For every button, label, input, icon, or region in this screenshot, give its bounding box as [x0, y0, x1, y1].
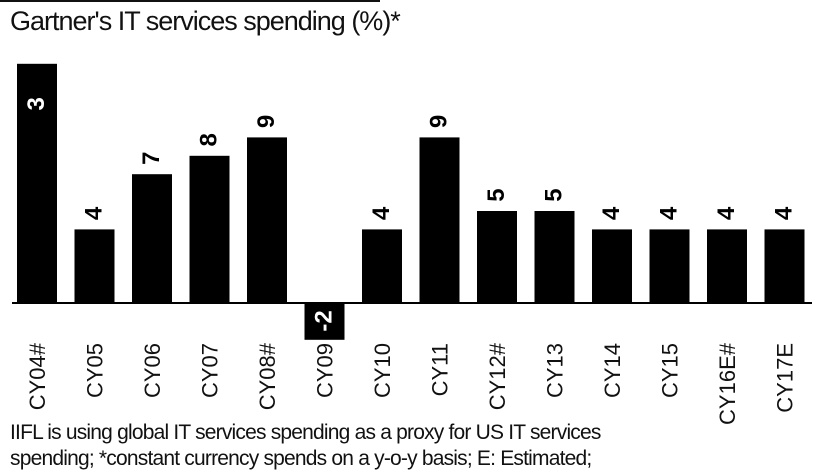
x-tick-label: CY16E# [715, 342, 740, 425]
data-label: 9 [253, 115, 280, 128]
bar-CY14 [592, 229, 632, 303]
bar-CY09 [304, 303, 345, 340]
data-label: 5 [541, 188, 568, 201]
footnote: IIFL is using global IT services spendin… [10, 420, 601, 472]
x-tick-label: CY11 [428, 343, 453, 396]
x-tick-label: CY04# [25, 342, 50, 410]
bar-CY11 [419, 137, 460, 303]
bar-CY17E [764, 229, 805, 303]
bar-CY12# [477, 211, 517, 303]
bar-CY13 [534, 211, 575, 303]
bar-CY06 [132, 174, 172, 303]
x-tick-label: CY13 [543, 343, 568, 398]
data-label: 5 [483, 188, 510, 201]
x-tick-label: CY07 [198, 343, 223, 398]
bar-CY07 [189, 155, 230, 303]
data-label: 4 [656, 206, 683, 220]
x-tick-label: CY10 [370, 343, 395, 398]
data-label: 8 [196, 133, 223, 146]
bar-CY10 [362, 229, 402, 303]
bar-CY15 [649, 229, 690, 303]
bar-CY08# [247, 137, 287, 303]
x-tick-label: CY09 [313, 343, 338, 398]
x-tick-label: CY08# [255, 342, 280, 410]
data-label: 4 [81, 206, 108, 220]
data-label: 4 [713, 206, 740, 220]
bar-CY05 [74, 229, 115, 303]
data-label: 7 [138, 152, 165, 165]
x-tick-label: CY06 [140, 343, 165, 398]
data-label: 9 [426, 115, 453, 128]
data-label: 3 [23, 97, 50, 110]
x-tick-label: CY17E [773, 343, 798, 413]
data-label: 4 [598, 206, 625, 220]
x-tick-label: CY05 [83, 343, 108, 398]
bar-CY04# [17, 63, 57, 303]
cropped-headline [0, 0, 380, 2]
chart-title: Gartner's IT services spending (%)* [10, 6, 401, 36]
x-tick-label: CY12# [485, 342, 510, 410]
data-label: 4 [368, 206, 395, 220]
footnote-line-2: spending; *constant currency spends on a… [10, 447, 592, 470]
bar-CY16E# [707, 229, 747, 303]
x-tick-label: CY15 [658, 343, 683, 398]
x-tick-label: CY14 [600, 343, 625, 398]
data-label: 4 [771, 206, 798, 220]
footnote-line-1: IIFL is using global IT services spendin… [10, 421, 601, 444]
data-label: -2 [311, 310, 338, 331]
